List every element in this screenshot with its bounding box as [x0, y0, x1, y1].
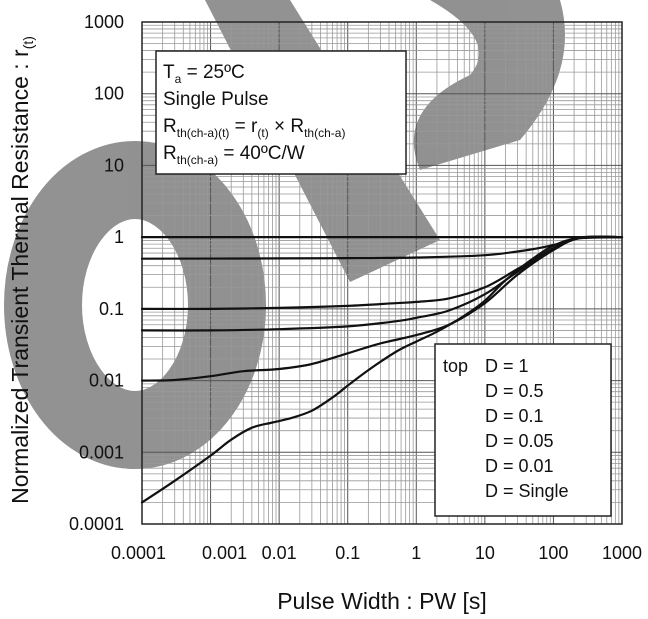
legend-entry-d1: D = 1: [485, 356, 529, 376]
x-tick-label: 10: [475, 543, 495, 563]
x-tick-label: 0.001: [202, 543, 247, 563]
condition-rth-formula: Rth(ch-a)(t) = r(t) × Rth(ch-a): [163, 116, 345, 140]
series-line-4: [140, 235, 624, 382]
y-tick-label: 0.0001: [69, 514, 124, 534]
x-tick-label: 0.0001: [111, 543, 166, 563]
x-tick-labels: 0.0001 0.001 0.01 0.1 1 10 100 1000: [111, 543, 642, 563]
watermark-ring: [4, 141, 266, 469]
x-axis-title: Pulse Width : PW [s]: [277, 588, 487, 614]
watermark-curve: [413, 0, 565, 170]
legend-entry-d001: D = 0.01: [485, 456, 554, 476]
y-tick-label: 0.01: [89, 371, 124, 391]
y-tick-label: 0.001: [79, 442, 124, 462]
y-tick-label: 100: [94, 84, 124, 104]
y-tick-label: 10: [104, 155, 124, 175]
x-tick-label: 100: [538, 543, 568, 563]
legend-entry-single: D = Single: [485, 481, 569, 501]
x-tick-label: 0.01: [262, 543, 297, 563]
condition-rth-value: Rth(ch-a) = 40ºC/W: [163, 143, 305, 167]
legend-entry-d05: D = 0.5: [485, 381, 544, 401]
y-tick-label: 1000: [84, 12, 124, 32]
legend-prefix: top: [443, 356, 468, 376]
y-tick-labels: 0.0001 0.001 0.01 0.1 1 10 100 1000: [69, 12, 124, 534]
condition-single-pulse: Single Pulse: [163, 89, 269, 110]
series-lines: [140, 235, 624, 504]
x-tick-label: 1000: [602, 543, 642, 563]
legend: top D = 1 D = 0.5 D = 0.1 D = 0.05 D = 0…: [434, 343, 612, 517]
y-axis-title: Normalized Transient Thermal Resistance …: [7, 36, 36, 504]
legend-frame: [434, 343, 612, 517]
conditions-box-frame: [155, 50, 407, 175]
y-tick-label: 0.1: [99, 299, 124, 319]
conditions-box: Ta = 25ºC Single Pulse Rth(ch-a)(t) = r(…: [155, 50, 407, 175]
x-tick-label: 0.1: [335, 543, 360, 563]
plot-frame: [141, 21, 623, 525]
legend-entry-d01: D = 0.1: [485, 406, 544, 426]
legend-entry-d005: D = 0.05: [485, 431, 554, 451]
condition-ta: Ta = 25ºC: [163, 62, 245, 86]
y-tick-label: 1: [114, 227, 124, 247]
x-tick-label: 1: [411, 543, 421, 563]
series-line-5: [140, 235, 624, 504]
